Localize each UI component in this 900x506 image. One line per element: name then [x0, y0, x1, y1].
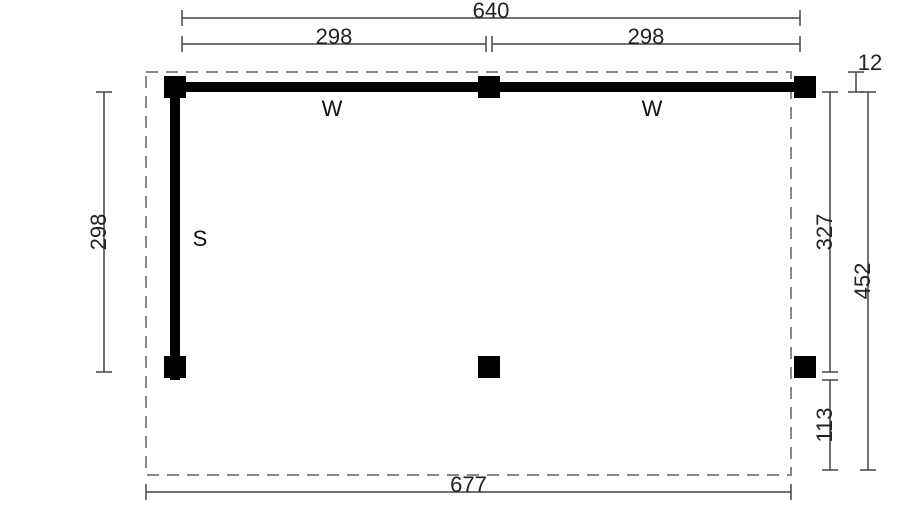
- dim-label: 677: [450, 472, 487, 497]
- post-top-left: [164, 76, 186, 98]
- plan-outer-boundary: [146, 72, 791, 475]
- post-bottom-mid: [478, 356, 500, 378]
- post-top-right: [794, 76, 816, 98]
- label-w-left: W: [322, 96, 343, 121]
- dim-label: 298: [316, 24, 353, 49]
- dim-label: 452: [850, 263, 875, 300]
- dim-label: 12: [858, 50, 882, 75]
- dim-label: 298: [86, 214, 111, 251]
- dim-label: 113: [812, 407, 837, 442]
- post-top-mid: [478, 76, 500, 98]
- post-bottom-right: [794, 356, 816, 378]
- label-w-right: W: [642, 96, 663, 121]
- post-bottom-left: [164, 356, 186, 378]
- floor-plan-diagram: W W S 640 298 298 677 298 327 452 113 12: [0, 0, 900, 506]
- dim-label: 640: [473, 0, 510, 23]
- posts-group: [164, 76, 816, 378]
- label-s: S: [193, 226, 208, 251]
- dim-label: 298: [628, 24, 665, 49]
- dim-label: 327: [812, 214, 837, 251]
- left-beam: [170, 82, 180, 380]
